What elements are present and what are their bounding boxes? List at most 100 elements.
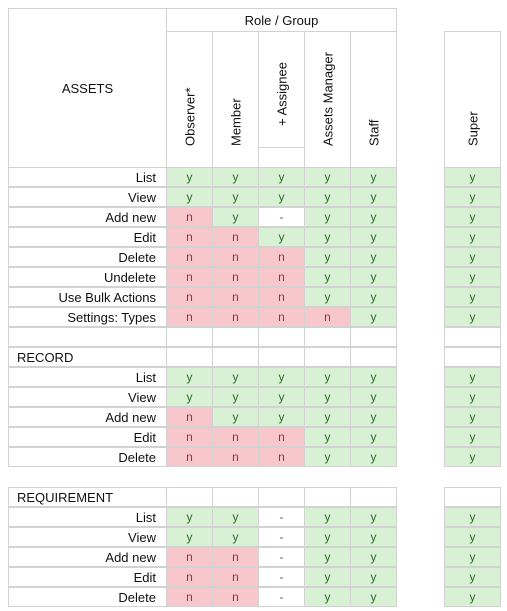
role-group-header: Role / Group [166, 8, 397, 32]
assets-cell: y [212, 207, 259, 227]
requirement-cell: y [304, 547, 351, 567]
blank-row-cell [350, 327, 397, 347]
assets-cell: y [304, 287, 351, 307]
assets-cell: y [304, 247, 351, 267]
assets-super-cell: y [444, 247, 501, 267]
record-title-spacer [444, 347, 501, 367]
assets-super-cell: y [444, 227, 501, 247]
requirement-cell: n [166, 567, 213, 587]
assets-super-cell: y [444, 167, 501, 187]
requirement-cell: y [166, 507, 213, 527]
assets-row-label: Delete [8, 247, 167, 267]
assets-cell: y [350, 207, 397, 227]
requirement-cell: - [258, 587, 305, 607]
requirement-title-spacer [304, 487, 351, 507]
assets-cell: n [166, 287, 213, 307]
requirement-cell: y [212, 527, 259, 547]
requirement-cell: y [350, 507, 397, 527]
requirement-cell: y [304, 507, 351, 527]
assets-cell: y [350, 167, 397, 187]
record-cell: y [212, 407, 259, 427]
requirement-title-spacer [258, 487, 305, 507]
column-header-observer: Observer* [166, 31, 213, 168]
record-cell: n [212, 447, 259, 467]
requirement-title-spacer [350, 487, 397, 507]
assets-cell: n [258, 307, 305, 327]
assets-cell: y [350, 187, 397, 207]
record-title-spacer [258, 347, 305, 367]
assets-cell: n [258, 267, 305, 287]
assets-row-label: Undelete [8, 267, 167, 287]
requirement-cell: n [166, 587, 213, 607]
assets-cell: n [212, 287, 259, 307]
assets-cell: y [212, 187, 259, 207]
requirement-title-spacer [444, 487, 501, 507]
record-super-cell: y [444, 367, 501, 387]
assets-cell: y [304, 207, 351, 227]
assets-cell: y [304, 267, 351, 287]
assets-cell: y [258, 187, 305, 207]
record-cell: y [304, 387, 351, 407]
assets-super-cell: y [444, 207, 501, 227]
assets-cell: n [166, 207, 213, 227]
requirement-super-cell: y [444, 547, 501, 567]
blank-row-cell [258, 327, 305, 347]
record-cell: n [166, 407, 213, 427]
record-cell: y [304, 427, 351, 447]
record-section-title: RECORD [8, 347, 167, 367]
assets-row-label: View [8, 187, 167, 207]
blank-row-cell [212, 327, 259, 347]
record-row-label: View [8, 387, 167, 407]
blank-row-cell [304, 327, 351, 347]
record-cell: y [304, 447, 351, 467]
record-cell: y [350, 427, 397, 447]
assets-cell: y [166, 167, 213, 187]
record-title-spacer [212, 347, 259, 367]
column-header-member: Member [212, 31, 259, 168]
requirement-cell: n [212, 567, 259, 587]
record-super-cell: y [444, 387, 501, 407]
record-super-cell: y [444, 447, 501, 467]
requirement-cell: y [350, 587, 397, 607]
record-cell: n [166, 447, 213, 467]
requirement-cell: y [350, 527, 397, 547]
requirement-cell: - [258, 567, 305, 587]
requirement-cell: y [350, 547, 397, 567]
assets-cell: n [258, 287, 305, 307]
blank-row-cell [166, 327, 213, 347]
assets-cell: y [350, 267, 397, 287]
assets-row-label: Add new [8, 207, 167, 227]
requirement-cell: n [212, 547, 259, 567]
record-cell: y [258, 407, 305, 427]
assets-cell: y [304, 187, 351, 207]
record-cell: y [258, 387, 305, 407]
requirement-section-title: REQUIREMENT [8, 487, 167, 507]
requirement-row-label: Edit [8, 567, 167, 587]
column-header-staff: Staff [350, 31, 397, 168]
assets-row-label: List [8, 167, 167, 187]
record-cell: n [166, 427, 213, 447]
record-cell: n [258, 447, 305, 467]
record-super-cell: y [444, 407, 501, 427]
requirement-super-cell: y [444, 567, 501, 587]
assets-cell: n [166, 247, 213, 267]
record-title-spacer [304, 347, 351, 367]
requirement-cell: y [304, 567, 351, 587]
assets-super-cell: y [444, 187, 501, 207]
requirement-super-cell: y [444, 587, 501, 607]
assets-cell: - [258, 207, 305, 227]
requirement-cell: n [166, 547, 213, 567]
assets-cell: n [166, 267, 213, 287]
blank-row [8, 327, 167, 347]
column-header-assets-manager: Assets Manager [304, 31, 351, 168]
record-cell: y [212, 367, 259, 387]
requirement-super-cell: y [444, 507, 501, 527]
assets-cell: n [258, 247, 305, 267]
requirement-super-cell: y [444, 527, 501, 547]
record-cell: y [166, 387, 213, 407]
requirement-row-label: View [8, 527, 167, 547]
record-cell: y [350, 447, 397, 467]
requirement-cell: y [166, 527, 213, 547]
assets-cell: y [350, 247, 397, 267]
requirement-cell: y [304, 587, 351, 607]
